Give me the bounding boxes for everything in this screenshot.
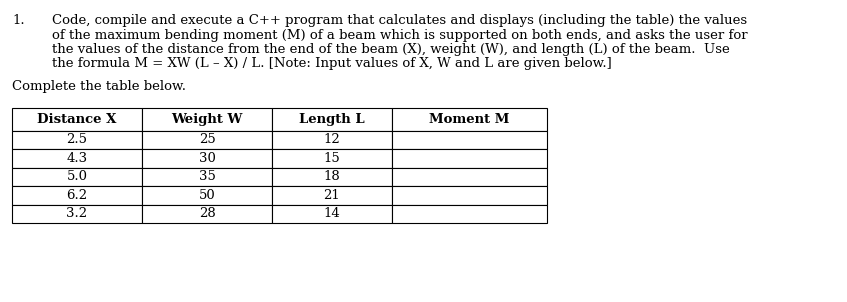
Text: 2.5: 2.5: [67, 133, 87, 146]
Text: 5.0: 5.0: [67, 170, 87, 183]
Text: 3.2: 3.2: [66, 207, 87, 220]
Text: the values of the distance from the end of the beam (X), weight (W), and length : the values of the distance from the end …: [52, 43, 730, 56]
Text: 35: 35: [198, 170, 215, 183]
Text: Length L: Length L: [299, 113, 365, 126]
Text: Complete the table below.: Complete the table below.: [12, 80, 186, 93]
Text: 12: 12: [324, 133, 340, 146]
Text: 50: 50: [199, 189, 215, 202]
Text: 30: 30: [198, 152, 215, 165]
Text: 1.: 1.: [12, 14, 25, 27]
Text: Moment M: Moment M: [429, 113, 510, 126]
Text: the formula M = XW (L – X) / L. [Note: Input values of X, W and L are given belo: the formula M = XW (L – X) / L. [Note: I…: [52, 57, 612, 70]
Text: 21: 21: [324, 189, 340, 202]
Text: Weight W: Weight W: [171, 113, 243, 126]
Text: of the maximum bending moment (M) of a beam which is supported on both ends, and: of the maximum bending moment (M) of a b…: [52, 28, 748, 41]
Text: 4.3: 4.3: [66, 152, 87, 165]
Text: 28: 28: [199, 207, 215, 220]
Text: 14: 14: [324, 207, 340, 220]
Text: 15: 15: [324, 152, 340, 165]
Text: Distance X: Distance X: [37, 113, 117, 126]
Text: Code, compile and execute a C++ program that calculates and displays (including : Code, compile and execute a C++ program …: [52, 14, 747, 27]
Text: 6.2: 6.2: [66, 189, 87, 202]
Text: 18: 18: [324, 170, 340, 183]
Text: 25: 25: [199, 133, 215, 146]
